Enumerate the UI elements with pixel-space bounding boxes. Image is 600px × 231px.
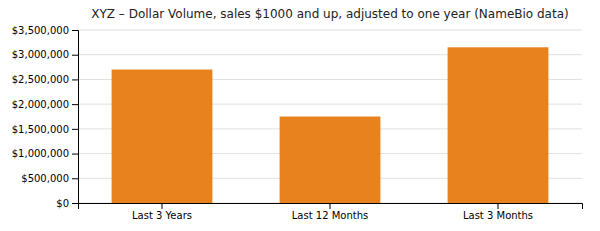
y-tick-label: $2,000,000 (12, 99, 69, 110)
x-tick-label: Last 12 Months (292, 210, 368, 221)
y-tick-mark (72, 79, 78, 80)
x-tick-mark (498, 203, 499, 209)
x-tick: Last 12 Months (292, 203, 368, 221)
bar (112, 70, 213, 203)
y-axis: $0 $500,000 $1,000,000 $1,500,000 $2,000,000… (12, 25, 79, 209)
y-tick: $1,000,000 (12, 148, 78, 159)
x-tick-mark (162, 203, 163, 209)
x-axis: Last 3 Years Last 12 Months Last 3 Months (79, 203, 583, 221)
y-tick-label: $500,000 (21, 173, 69, 184)
x-axis-line (79, 204, 583, 210)
y-tick-label: $1,500,000 (12, 124, 69, 135)
grid (78, 30, 582, 203)
y-tick-mark (72, 55, 78, 56)
plot: Last 3 Years Last 12 Months Last 3 Months $… (12, 25, 583, 221)
x-tick: Last 3 Years (132, 203, 192, 221)
bar (280, 117, 381, 204)
y-tick: $3,500,000 (12, 25, 78, 36)
y-tick-label: $3,500,000 (12, 25, 69, 36)
y-tick: $2,000,000 (12, 99, 78, 110)
x-tick-label: Last 3 Years (132, 210, 192, 221)
y-tick-mark (72, 178, 78, 179)
x-tick: Last 3 Months (463, 203, 533, 221)
x-tick-label: Last 3 Months (463, 210, 533, 221)
bars (112, 47, 549, 203)
y-tick-mark (72, 129, 78, 130)
bar (448, 47, 549, 203)
y-tick: $500,000 (21, 173, 78, 184)
y-tick-mark (72, 30, 78, 31)
chart: XYZ – Dollar Volume, sales $1000 and up,… (0, 0, 600, 231)
grid-line (78, 30, 582, 31)
y-axis-line (72, 31, 79, 204)
y-tick-label: $0 (56, 198, 69, 209)
y-tick-mark (72, 154, 78, 155)
y-tick-label: $3,000,000 (12, 49, 69, 60)
y-tick: $3,000,000 (12, 49, 78, 60)
x-tick-mark (330, 203, 331, 209)
y-tick-mark (72, 203, 78, 204)
y-tick: $0 (56, 198, 78, 209)
y-tick-label: $1,000,000 (12, 148, 69, 159)
title: XYZ – Dollar Volume, sales $1000 and up,… (91, 7, 568, 21)
y-tick: $2,500,000 (12, 74, 78, 85)
y-tick-label: $2,500,000 (12, 74, 69, 85)
y-tick-mark (72, 104, 78, 105)
y-tick: $1,500,000 (12, 124, 78, 135)
